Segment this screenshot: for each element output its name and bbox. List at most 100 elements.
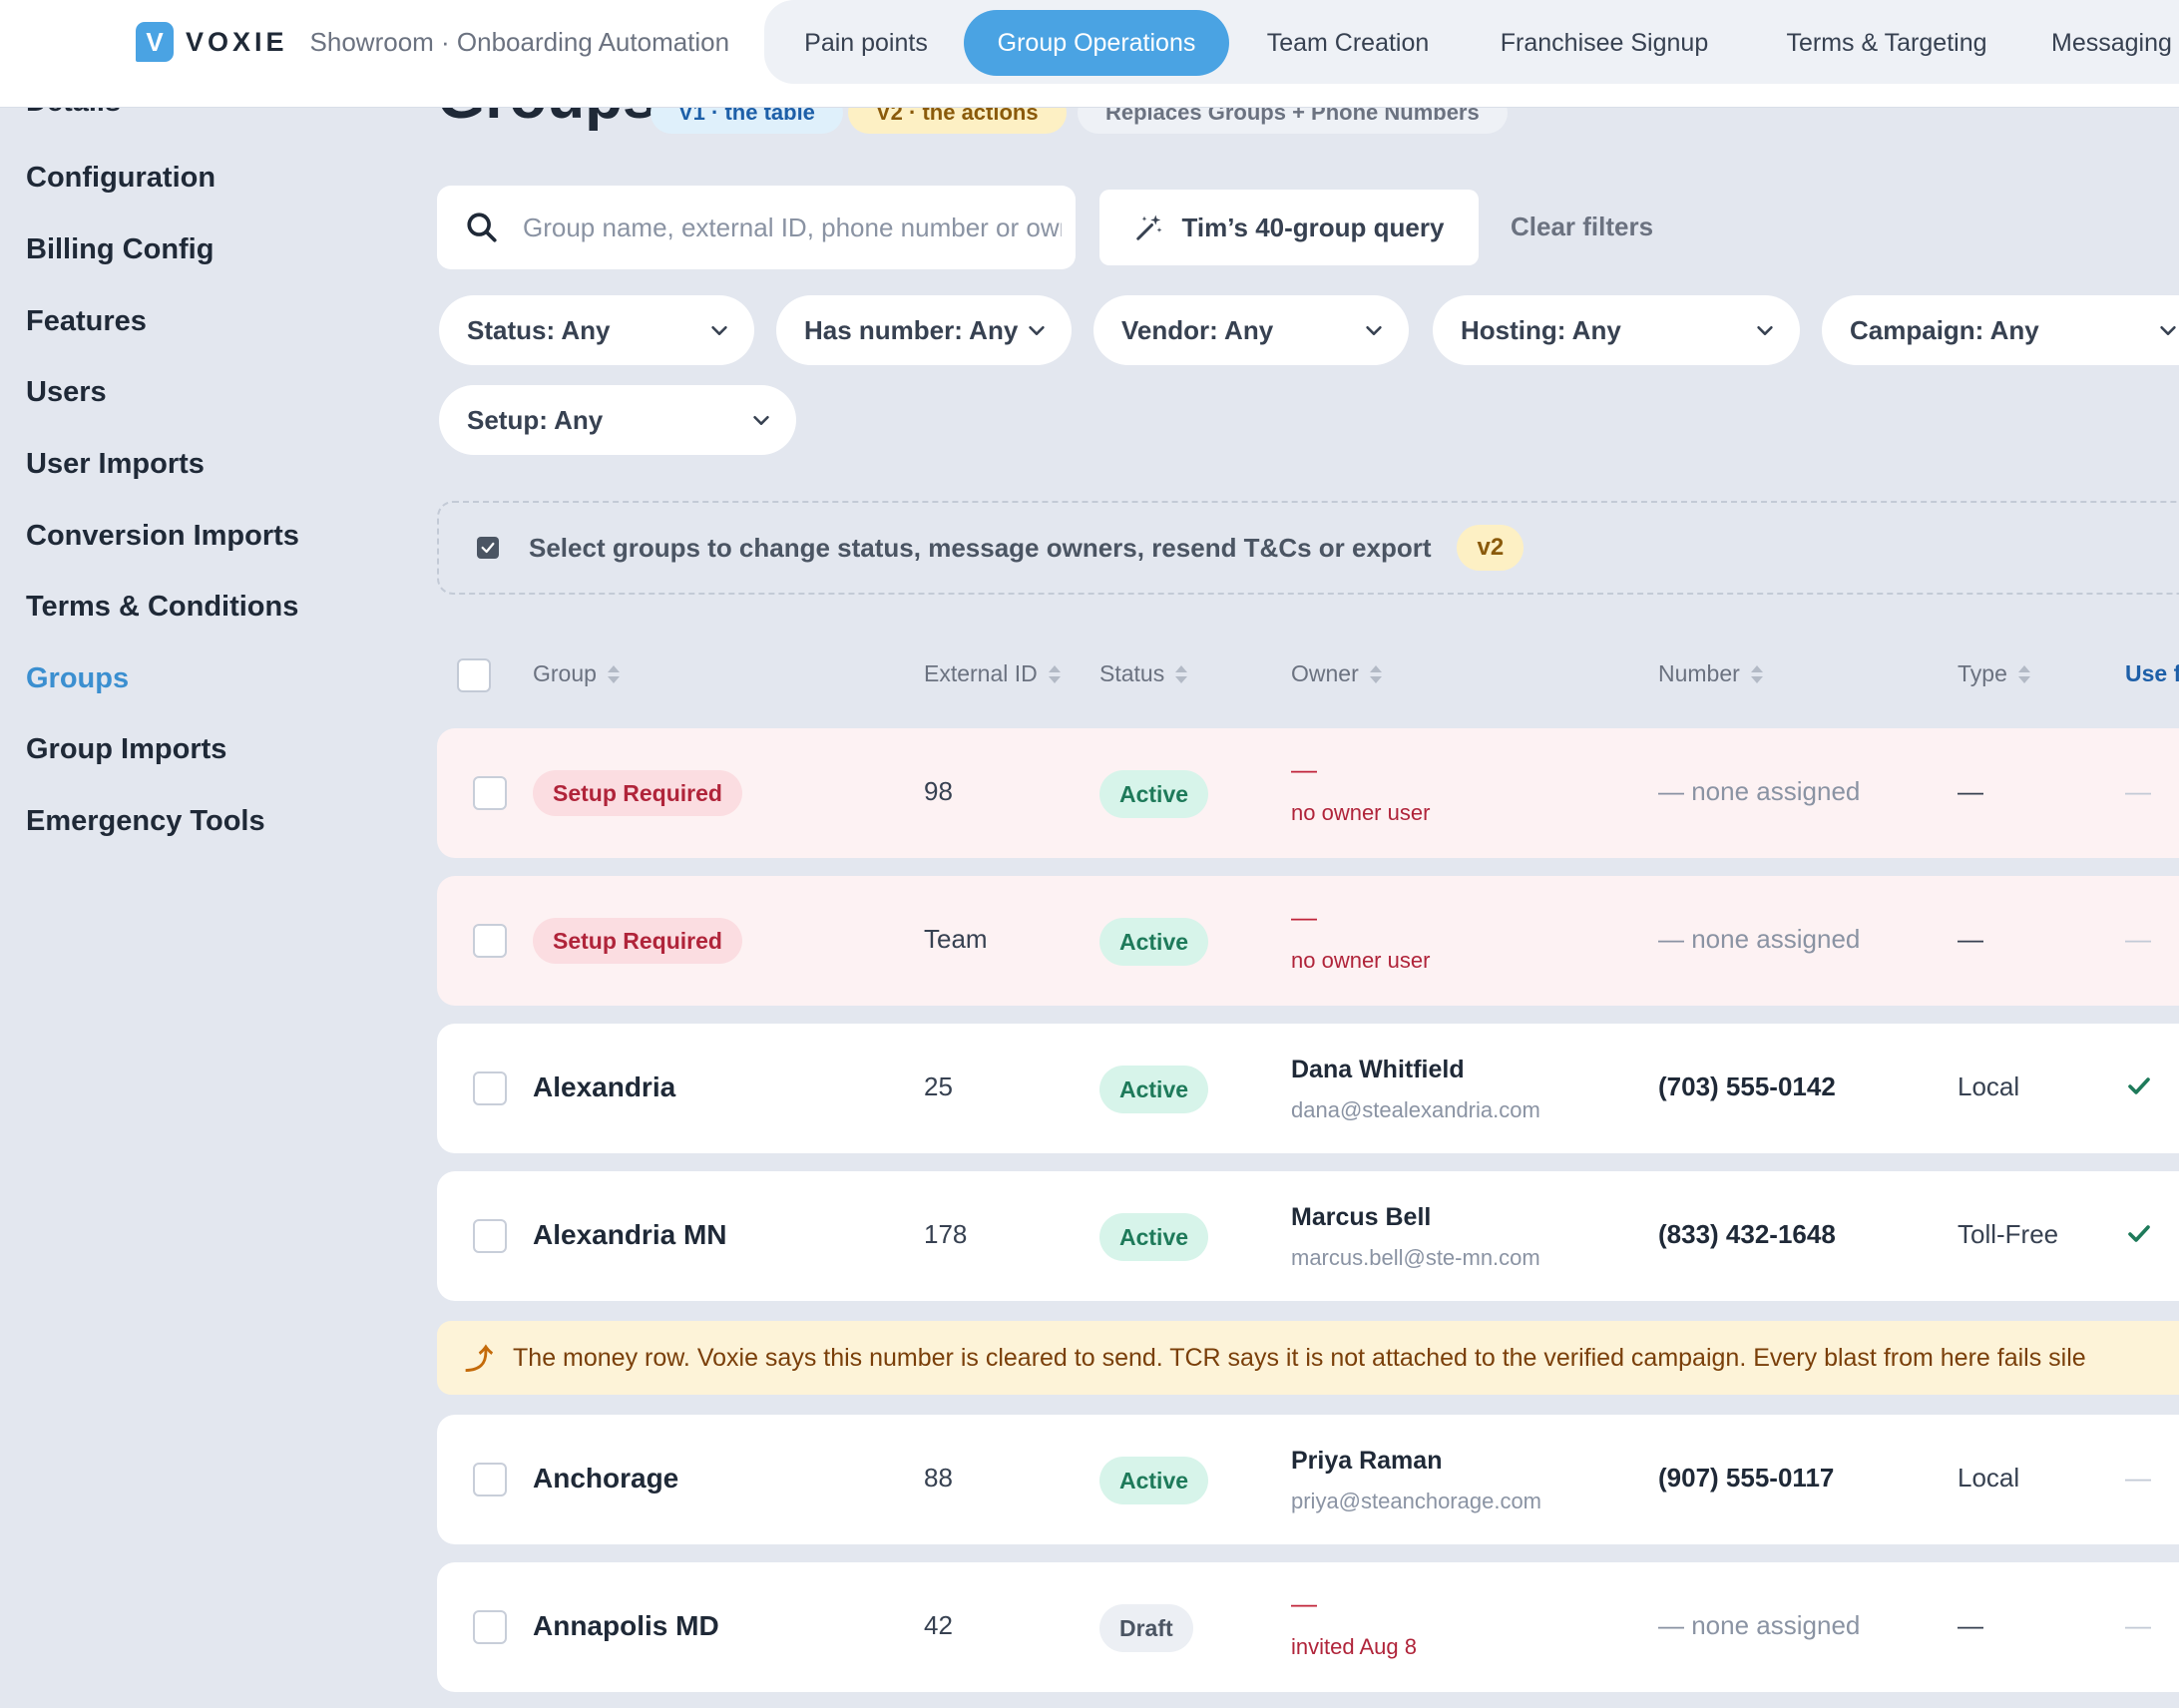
phone-number: (907) 555-0117 xyxy=(1658,1463,1835,1493)
phone-number: — none assigned xyxy=(1658,924,1861,954)
tab-group-operations[interactable]: Group Operations xyxy=(964,10,1229,76)
table-row[interactable]: Alexandria MN 178 Active Marcus Bell mar… xyxy=(437,1171,2179,1301)
owner-name: — xyxy=(1291,754,1317,784)
filter-has-number[interactable]: Has number: Any xyxy=(776,295,1072,365)
bulk-actions-bar: Select groups to change status, message … xyxy=(437,501,2179,595)
tims-query-button[interactable]: Tim’s 40-group query xyxy=(1099,190,1479,265)
table-row[interactable]: Setup Required Team Active — no owner us… xyxy=(437,876,2179,1006)
brand[interactable]: V VOXIE Showroom · Onboarding Automation xyxy=(136,20,729,64)
table-row[interactable]: Alexandria 25 Active Dana Whitfield dana… xyxy=(437,1024,2179,1153)
number-type: — xyxy=(1958,1610,1983,1640)
column-label: Status xyxy=(1099,660,1165,686)
bulk-version-badge: v2 xyxy=(1457,525,1525,571)
external-id: 178 xyxy=(924,1219,968,1249)
group-name[interactable]: Anchorage xyxy=(533,1463,679,1494)
sidebar-item-groups[interactable]: Groups xyxy=(26,662,130,694)
filter-status[interactable]: Status: Any xyxy=(439,295,754,365)
column-header-group[interactable]: Group xyxy=(533,660,621,687)
row-checkbox[interactable] xyxy=(473,1071,507,1105)
arrow-up-icon: ⤴ xyxy=(465,1344,494,1375)
sidebar-item-emergency-tools[interactable]: Emergency Tools xyxy=(26,805,265,837)
warning-banner: ⤴ The money row. Voxie says this number … xyxy=(437,1321,2179,1395)
setup-required-badge: Setup Required xyxy=(533,770,742,816)
sidebar-item-conversion-imports[interactable]: Conversion Imports xyxy=(26,520,299,552)
group-name[interactable]: Alexandria MN xyxy=(533,1219,727,1250)
row-checkbox[interactable] xyxy=(473,1463,507,1496)
clear-filters-link[interactable]: Clear filters xyxy=(1511,212,1654,241)
number-type: Local xyxy=(1958,1071,2020,1101)
setup-required-badge: Setup Required xyxy=(533,918,742,964)
filter-vendor-label: Vendor: Any xyxy=(1121,314,1274,345)
filter-vendor[interactable]: Vendor: Any xyxy=(1093,295,1409,365)
filter-setup[interactable]: Setup: Any xyxy=(439,385,796,455)
use-flag: — xyxy=(2125,1610,2151,1640)
table-row[interactable]: Anchorage 88 Active Priya Raman priya@st… xyxy=(437,1415,2179,1544)
status-badge: Active xyxy=(1099,770,1209,818)
column-header-type[interactable]: Type xyxy=(1958,660,2031,687)
tab-terms-targeting[interactable]: Terms & Targeting xyxy=(1786,28,1987,57)
brand-name: VOXIE xyxy=(186,26,288,57)
search-box xyxy=(437,186,1076,269)
voxie-logo-icon: V xyxy=(136,22,174,62)
tab-team-creation[interactable]: Team Creation xyxy=(1266,28,1430,57)
owner-email: marcus.bell@ste-mn.com xyxy=(1291,1245,1540,1270)
chevron-down-icon xyxy=(1029,325,1045,335)
sidebar-item-user-imports[interactable]: User Imports xyxy=(26,448,205,480)
check-icon xyxy=(481,542,495,554)
bulk-checkbox[interactable] xyxy=(477,537,499,559)
group-name[interactable]: Annapolis MD xyxy=(533,1610,719,1641)
number-type: Local xyxy=(1958,1463,2020,1493)
number-type: — xyxy=(1958,776,1983,806)
column-header-owner[interactable]: Owner xyxy=(1291,660,1383,687)
column-header-status[interactable]: Status xyxy=(1099,660,1188,687)
group-name[interactable]: Alexandria xyxy=(533,1071,676,1102)
search-input[interactable] xyxy=(523,212,1062,243)
use-flag: — xyxy=(2125,776,2151,806)
table-row[interactable]: Setup Required 98 Active — no owner user… xyxy=(437,728,2179,858)
sidebar-item-billing-config[interactable]: Billing Config xyxy=(26,233,215,265)
filter-setup-label: Setup: Any xyxy=(467,404,604,435)
row-checkbox[interactable] xyxy=(473,776,507,810)
check-icon xyxy=(2128,1225,2150,1242)
sidebar-item-users[interactable]: Users xyxy=(26,376,107,408)
brand-subtitle: Showroom · Onboarding Automation xyxy=(309,26,730,57)
tab-franchisee-signup[interactable]: Franchisee Signup xyxy=(1500,28,1709,57)
number-type: — xyxy=(1958,924,1983,954)
filter-has-number-label: Has number: Any xyxy=(804,314,1019,345)
column-label: Owner xyxy=(1291,660,1359,686)
tab-messaging[interactable]: Messaging xyxy=(2051,28,2172,57)
sort-icon xyxy=(2017,664,2030,683)
owner-name: — xyxy=(1291,902,1317,932)
sort-icon xyxy=(1750,664,1763,683)
external-id: 98 xyxy=(924,776,953,806)
table-row[interactable]: Annapolis MD 42 Draft — invited Aug 8 — … xyxy=(437,1562,2179,1692)
use-flag: — xyxy=(2125,1463,2151,1493)
sidebar-item-terms-conditions[interactable]: Terms & Conditions xyxy=(26,591,299,623)
sidebar-item-features[interactable]: Features xyxy=(26,305,147,337)
sidebar-item-configuration[interactable]: Configuration xyxy=(26,162,217,194)
filter-campaign[interactable]: Campaign: Any xyxy=(1822,295,2179,365)
row-checkbox[interactable] xyxy=(473,1219,507,1253)
external-id: Team xyxy=(924,924,988,954)
column-label: Number xyxy=(1658,660,1740,686)
tab-pain-points[interactable]: Pain points xyxy=(804,28,928,57)
sidebar-item-group-imports[interactable]: Group Imports xyxy=(26,733,227,765)
select-all-checkbox[interactable] xyxy=(457,658,491,692)
owner-email: dana@stealexandria.com xyxy=(1291,1097,1540,1122)
column-header-use[interactable]: Use f xyxy=(2125,660,2179,686)
column-header-number[interactable]: Number xyxy=(1658,660,1764,687)
sidebar: Details Configuration Billing Config Fea… xyxy=(0,80,419,1708)
column-header-external-id[interactable]: External ID xyxy=(924,660,1062,687)
owner-name: — xyxy=(1291,1588,1317,1618)
column-label: Group xyxy=(533,660,597,686)
row-checkbox[interactable] xyxy=(473,924,507,958)
owner-name: Priya Raman xyxy=(1291,1447,1443,1475)
bulk-actions-text: Select groups to change status, message … xyxy=(529,532,1432,563)
filter-campaign-label: Campaign: Any xyxy=(1850,314,2039,345)
owner-note: no owner user xyxy=(1291,800,1431,825)
status-badge: Active xyxy=(1099,1066,1209,1113)
phone-number: (833) 432-1648 xyxy=(1658,1219,1836,1249)
filter-hosting[interactable]: Hosting: Any xyxy=(1433,295,1800,365)
external-id: 42 xyxy=(924,1610,953,1640)
row-checkbox[interactable] xyxy=(473,1610,507,1644)
